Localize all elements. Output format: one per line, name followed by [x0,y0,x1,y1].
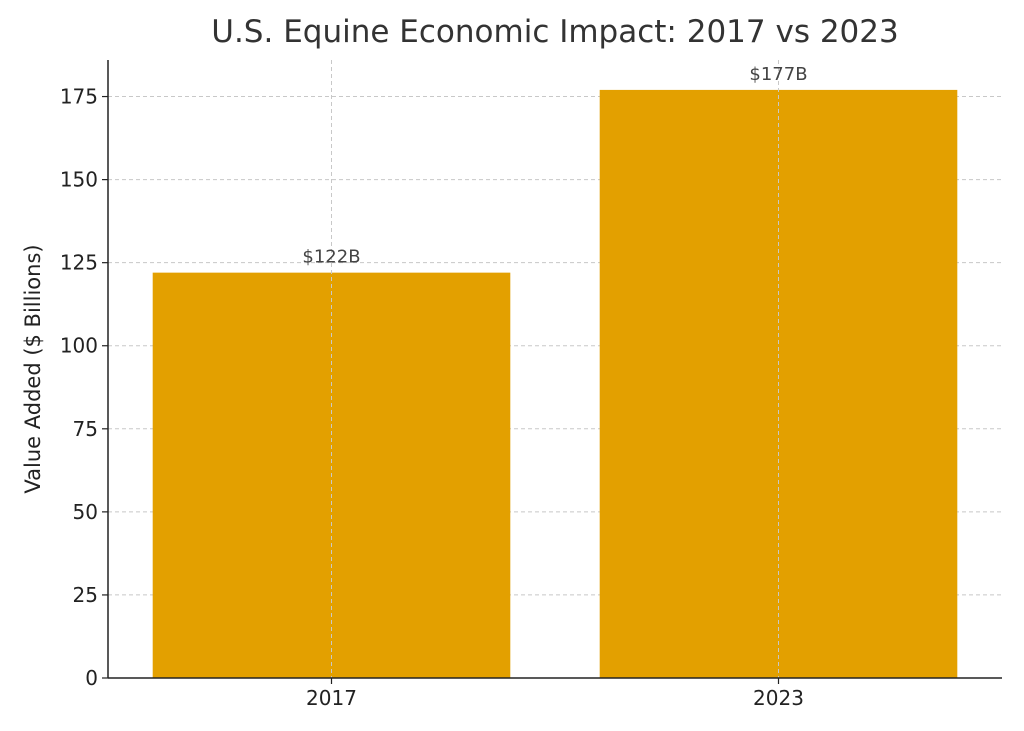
x-tick-label: 2023 [753,686,804,710]
y-tick-label: 75 [73,417,98,441]
y-tick-label: 100 [60,334,98,358]
chart-title: U.S. Equine Economic Impact: 2017 vs 202… [211,14,899,50]
y-tick-label: 50 [73,500,98,524]
y-tick-label: 125 [60,251,98,275]
y-tick-label: 150 [60,168,98,192]
y-tick-label: 175 [60,85,98,109]
x-tick-label: 2017 [306,686,357,710]
bar-value-label: $177B [749,64,807,85]
y-tick-label: 0 [85,666,98,690]
y-tick-label: 25 [73,583,98,607]
y-axis-label: Value Added ($ Billions) [21,244,45,493]
bar-value-label: $122B [302,247,360,268]
